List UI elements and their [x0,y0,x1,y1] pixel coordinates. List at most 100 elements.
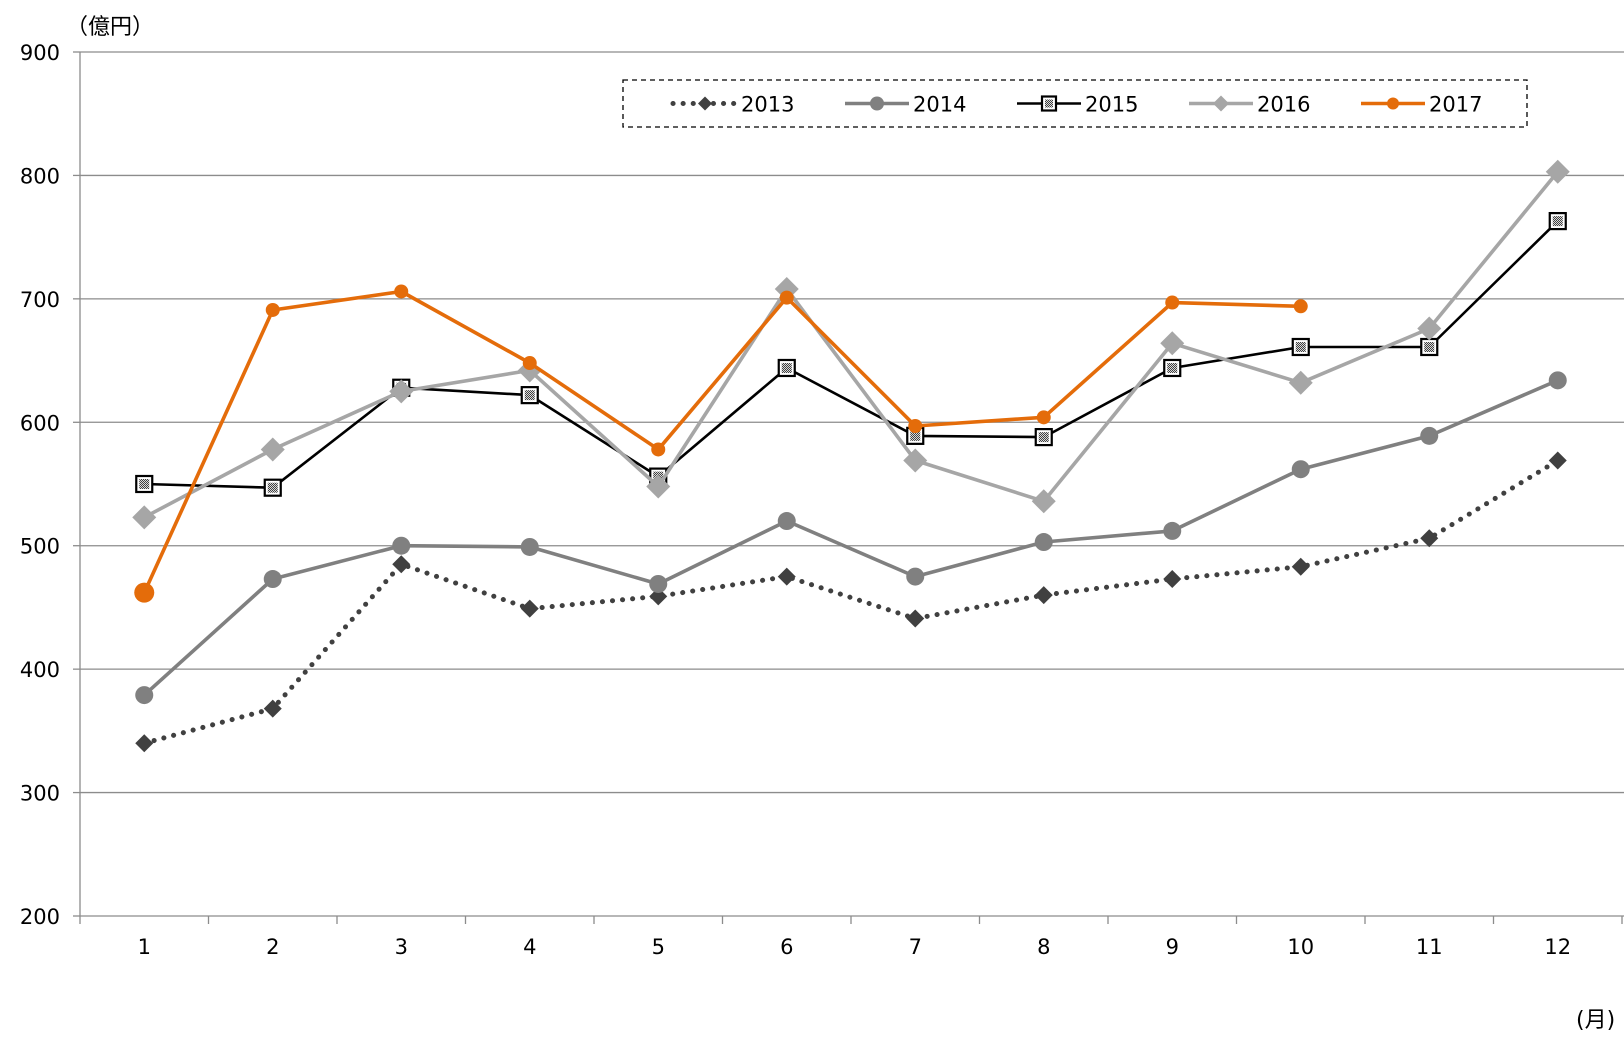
marker-fill [1167,362,1178,373]
series-2016 [132,159,1570,530]
data-point-2014 [135,686,154,705]
legend-label: 2015 [1085,93,1138,117]
data-point-2013 [135,734,154,753]
data-point-2016 [132,505,157,530]
x-tick-label: 8 [1037,935,1050,959]
data-point-2014 [777,512,796,531]
y-axis-unit-label: （億円） [66,15,154,40]
data-point-2013 [520,599,539,618]
y-tick-label: 200 [20,905,60,929]
y-tick-label: 300 [20,782,60,806]
data-point-2014 [520,537,539,556]
data-point-2014 [263,570,282,589]
series-line-2015 [144,220,1559,489]
data-point-2014 [649,574,668,593]
marker-fill [267,482,278,493]
data-point-2015 [520,386,539,405]
data-point-2016 [1031,489,1056,514]
data-point-2016 [389,379,414,404]
data-point-2017 [134,582,155,603]
data-point-2017 [908,418,923,433]
axes [73,51,1624,924]
data-point-2014 [1291,460,1310,479]
marker-fill [1424,341,1435,352]
data-point-2017 [265,302,280,317]
data-point-2017 [1165,295,1180,310]
series-line-2013 [141,458,1561,746]
data-point-2013 [649,587,668,606]
data-point-2014 [1163,521,1182,540]
data-point-2013 [263,699,282,718]
series-2013 [135,451,1567,753]
legend-entry-2017: 2017 [1361,93,1482,117]
data-point-2016 [903,448,928,473]
data-point-2017 [1293,299,1308,314]
series-line-2016 [143,170,1560,519]
data-point-2016 [646,474,671,499]
y-tick-label: 800 [20,164,60,188]
legend-label: 2013 [741,93,794,117]
data-point-2015 [263,478,282,497]
legend-label: 2014 [913,93,966,117]
data-point-2017 [394,284,409,299]
data-point-2014 [1420,426,1439,445]
gridlines [80,51,1624,794]
y-tick-label: 500 [20,535,60,559]
x-tick-label: 6 [780,935,793,959]
data-point-2014 [1548,371,1567,390]
data-point-2013 [906,609,925,628]
marker-fill [1552,216,1563,227]
data-point-2017 [651,442,666,457]
series-line-2014 [143,378,1559,697]
legend-marker [870,96,884,111]
data-point-2015 [1548,211,1567,231]
data-point-2013 [777,567,796,586]
x-tick-label: 4 [523,935,536,959]
data-point-2014 [392,536,411,555]
data-point-2014 [906,567,925,586]
legend-label: 2017 [1429,93,1482,117]
marker-fill [781,362,792,373]
y-tick-label: 400 [20,658,60,682]
data-point-2017 [779,290,794,305]
x-tick-label: 10 [1287,935,1314,959]
legend-entry-2013: 2013 [670,93,794,117]
marker-fill [1045,99,1053,108]
x-tick-label: 3 [395,935,408,959]
y-tick-label: 600 [20,411,60,435]
legend: 2013 2014 2015 2016 2017 [622,79,1528,128]
data-point-2015 [777,358,796,378]
marker-fill [1295,341,1306,352]
x-tick-label: 7 [909,935,922,959]
data-point-2015 [1163,358,1182,378]
x-tick-label: 11 [1416,935,1443,959]
data-point-2013 [1291,557,1310,576]
data-point-2017 [1036,410,1051,425]
data-point-2013 [1034,586,1053,605]
data-point-2014 [1034,533,1053,552]
marker-fill [910,430,921,441]
legend-entry-2015: 2015 [1017,93,1138,117]
data-point-2015 [1420,337,1439,357]
legend-entry-2016: 2016 [1189,93,1310,117]
data-point-2016 [1545,159,1570,184]
data-point-2013 [1548,451,1567,470]
data-point-2013 [1163,570,1182,589]
y-tick-label: 700 [20,288,60,312]
series-line-2017 [142,289,1301,594]
data-point-2013 [1420,529,1439,548]
x-tick-label: 9 [1166,935,1179,959]
x-tick-label: 1 [138,935,151,959]
series-2015 [135,211,1567,497]
x-axis-unit-label: (月) [1576,1008,1615,1033]
legend-marker [1213,95,1229,112]
data-point-2017 [522,356,537,371]
data-point-2016 [1417,316,1442,341]
series-2014 [135,371,1567,705]
legend-entry-2014: 2014 [845,93,966,117]
legend-marker [1387,97,1399,110]
legend-label: 2016 [1257,93,1310,117]
legend-marker [698,96,712,111]
